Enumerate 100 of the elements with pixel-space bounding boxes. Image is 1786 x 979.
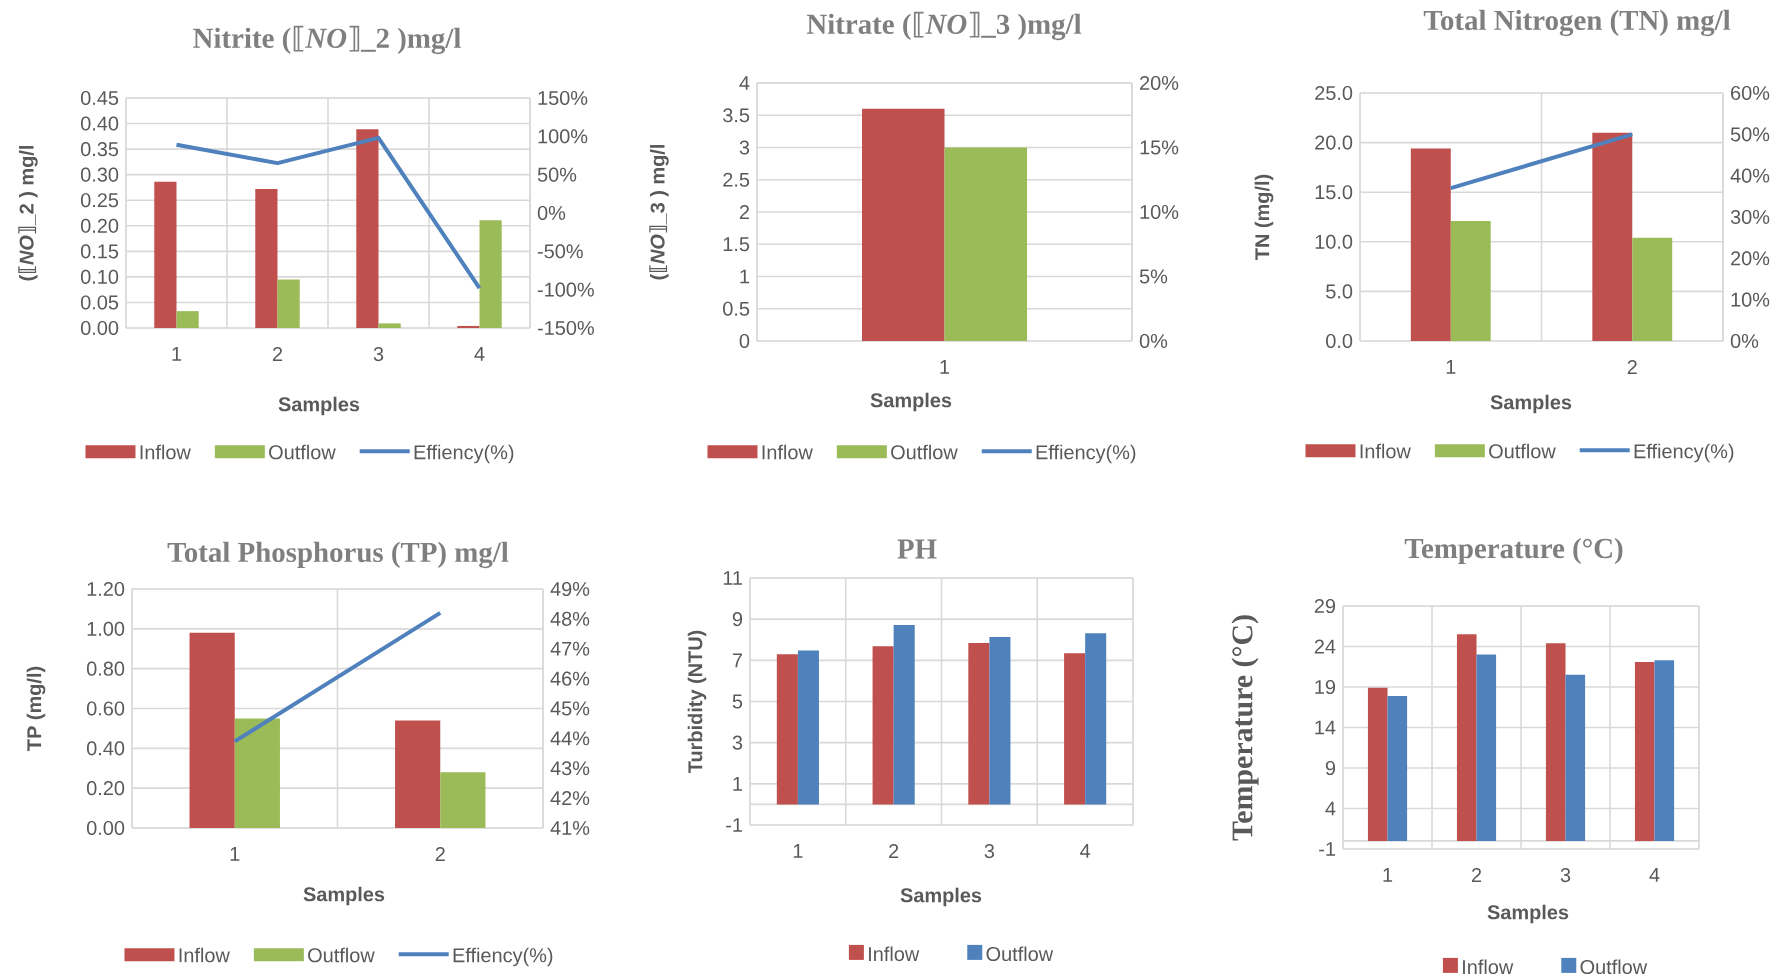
y-tick-label: 9 [1325,760,1336,776]
legend-label: Outflow [986,946,1054,962]
y-tick-label: 0.35 [80,142,119,157]
y2-tick-label: 50% [1730,127,1770,142]
y2-tick-label: 47% [550,641,590,656]
bar [1476,654,1497,841]
chart-title: Total Nitrogen (TN) mg/l [1423,9,1731,37]
y2-tick-label: 40% [1730,168,1770,183]
y-tick-label: 5.0 [1326,284,1353,299]
x-tick-label: 2 [272,347,283,361]
bar [154,181,177,328]
x-tick-label: 2 [1627,360,1637,374]
y2-tick-label: 48% [550,611,590,626]
y-tick-label: -1 [726,818,743,832]
chart-title: Temperature (°C) [1404,537,1623,565]
legend-label: Effiency(%) [414,444,514,464]
x-tick-label: 4 [1649,868,1660,882]
x-axis-title: Samples [1487,904,1569,924]
x-tick-label: 2 [1471,868,1482,882]
y-tick-label: 2 [739,205,749,219]
bar [457,325,480,328]
y2-tick-label: 20% [1140,75,1179,91]
legend-label: Outflow [1489,443,1556,459]
bar [1634,661,1655,841]
legend-label: Outflow [891,444,958,460]
x-tick-label: 4 [474,347,485,361]
bar [378,323,401,328]
bar [277,279,300,328]
y-tick-label: 1.00 [87,621,125,636]
bar [395,720,441,828]
y-tick-label: 10.0 [1315,234,1353,249]
y-tick-label: 0.05 [80,295,119,310]
y-tick-label: 1.20 [87,581,125,597]
line-series [174,135,482,291]
y-tick-label: 25.0 [1315,85,1353,101]
y-tick-label: 1.5 [723,237,750,252]
chart-title: Nitrite (⟦NO⟧_2 )mg/l [193,25,461,55]
y-tick-label: 0.20 [86,781,125,796]
y-tick-label: 4 [1325,801,1336,816]
y-axis-title: TN (mg/l) [1254,174,1274,260]
y-tick-label: 4 [739,76,750,90]
bar [189,632,235,828]
y2-tick-label: 43% [550,761,590,776]
y2-tick-label: -150% [537,320,594,336]
legend-label: Inflow [140,444,191,460]
bar [1654,660,1675,841]
y-tick-label: 0 [739,333,750,349]
bar [1632,237,1673,341]
y-tick-label: 3.5 [723,108,750,123]
y2-tick-label: 15% [1140,140,1179,155]
y2-tick-label: -100% [537,282,594,297]
y2-tick-label: 46% [550,671,590,686]
x-tick-label: 1 [230,847,240,861]
y-tick-label: 0.15 [80,244,119,259]
legend-label: Inflow [1463,959,1514,975]
y2-tick-label: 10% [1140,204,1179,220]
bar [440,772,486,828]
y-tick-label: 19 [1315,679,1336,695]
y2-tick-label: 0% [1139,333,1168,349]
legend-label: Inflow [869,946,920,962]
bar [1410,148,1451,341]
y2-tick-label: 30% [1730,209,1770,225]
x-tick-label: 1 [1446,360,1456,374]
legend-label: Outflow [308,947,375,963]
y-tick-label: 7 [732,653,742,668]
y-tick-label: 0.0 [1326,333,1353,349]
y-tick-label: 0.30 [80,167,119,182]
bar [1450,220,1491,341]
y-axis-title: TP (mg/l) [26,666,46,751]
y-tick-label: 0.60 [86,701,125,716]
y-axis-title: (⟦NO⟧_3 ) mg/l [649,145,669,280]
y2-tick-label: 44% [550,731,590,746]
x-tick-label: 3 [1560,868,1571,883]
x-tick-label: 2 [889,844,899,858]
y2-tick-label: -50% [537,244,583,259]
x-tick-label: 1 [793,844,803,858]
bar [176,311,199,328]
y2-tick-label: 20% [1731,251,1770,266]
y2-tick-label: 45% [550,701,590,716]
y2-tick-label: 42% [550,791,590,806]
x-tick-label: 1 [172,347,182,361]
bar [1592,132,1633,341]
y-tick-label: 0.40 [86,741,125,756]
y-tick-label: 20.0 [1315,135,1353,150]
x-axis-title: Samples [870,392,952,412]
bar [255,188,278,328]
y-tick-label: 2.5 [723,172,750,187]
x-tick-label: 2 [435,847,445,861]
legend-label: Effiency(%) [1036,444,1136,464]
legend-label: Inflow [1360,443,1411,459]
y-tick-label: 5 [732,694,743,709]
y-tick-label: 1 [740,269,750,284]
x-axis-title: Samples [278,396,360,416]
bar [1545,643,1566,841]
y-tick-label: 15.0 [1315,185,1353,200]
y2-tick-label: 10% [1731,292,1770,307]
y-tick-label: 24 [1314,639,1336,654]
bar [1387,695,1408,841]
y-tick-label: 9 [732,612,743,627]
bar [356,129,379,328]
